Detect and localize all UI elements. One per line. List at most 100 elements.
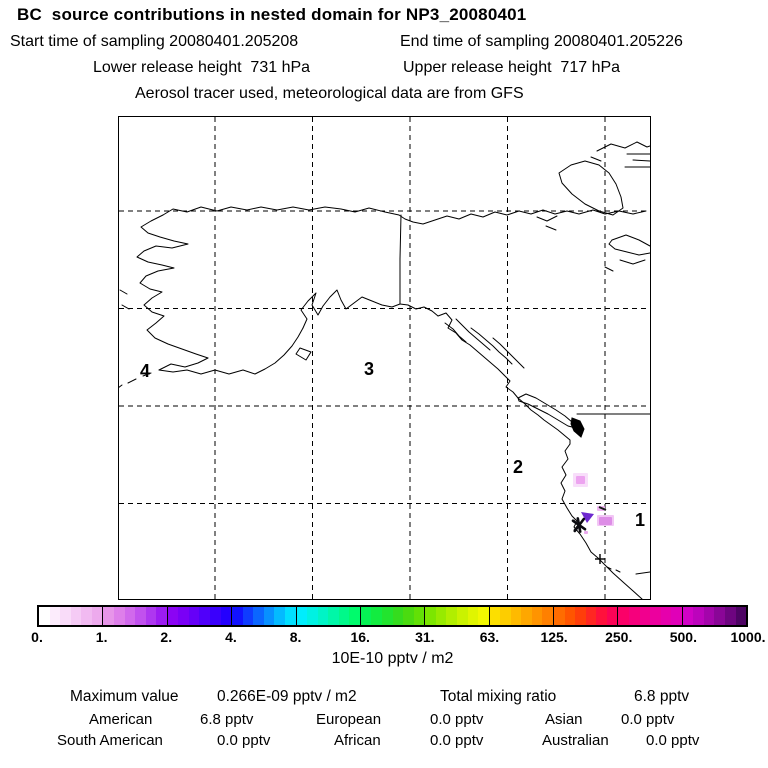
colorbar-cell — [242, 607, 254, 625]
stat-label: American — [89, 711, 153, 728]
coastline-path — [558, 160, 624, 216]
colorbar-cell — [220, 607, 232, 625]
coastline-path — [615, 569, 621, 573]
colorbar-cell — [413, 607, 425, 625]
coastline-path — [158, 357, 209, 371]
colorbar-cell — [145, 607, 157, 625]
colorbar-cell — [392, 607, 404, 625]
coastline-path — [142, 372, 152, 377]
tracer-note-text: Aerosol tracer used, meteorological data… — [135, 85, 524, 102]
coastline-path — [596, 141, 650, 152]
colorbar-cell — [500, 607, 511, 625]
colorbar-cell — [531, 607, 543, 625]
colorbar-cell — [49, 607, 61, 625]
colorbar-cell — [210, 607, 221, 625]
lower-release-text: Lower release height 731 hPa — [93, 59, 311, 76]
colorbar-tick-label: 31. — [415, 629, 435, 645]
coastline-path — [492, 337, 525, 369]
colorbar-cell — [424, 607, 436, 625]
coastline-path — [632, 159, 650, 162]
coastline-path — [536, 215, 558, 222]
colorbar-cell — [681, 607, 694, 625]
coastline-path — [619, 259, 646, 265]
colorbar-unit-label: 10E-10 pptv / m2 — [331, 650, 454, 667]
coastline-path — [606, 566, 612, 570]
colorbar-cell — [349, 607, 360, 625]
coastline-path — [503, 374, 519, 399]
coastline-path — [604, 266, 614, 272]
colorbar-tick-label: 1. — [95, 629, 108, 645]
colorbar-cell — [456, 607, 468, 625]
colorbar-tick-label: 0. — [31, 629, 43, 645]
colorbar-cell — [639, 607, 651, 625]
plume-spot-triangle — [581, 512, 594, 523]
stat-label: Total mixing ratio — [440, 688, 557, 705]
stat-value: 6.8 pptv — [634, 688, 690, 705]
stat-value: 0.0 pptv — [646, 732, 700, 749]
colorbar-tick-row: 0. 1. 2. 4. 8. 16. 31. 63. 125. 250. 500. 1000. — [0, 629, 768, 647]
dense-coast-shape — [570, 417, 585, 438]
map-canvas: 1 2 3 4 — [119, 117, 650, 599]
colorbar-cell — [359, 607, 372, 625]
stat-value: 0.0 pptv — [430, 711, 484, 728]
colorbar-cell — [231, 607, 243, 625]
colorbar-cell — [585, 607, 597, 625]
coastline-path — [608, 239, 650, 256]
stat-label: Asian — [545, 711, 583, 728]
coastline-path — [444, 322, 467, 343]
coastline-path — [407, 304, 439, 317]
stat-label: African — [334, 732, 381, 749]
colorbar-cell — [113, 607, 125, 625]
colorbar-cell — [693, 607, 704, 625]
colorbar-cell — [596, 607, 607, 625]
stat-value: 0.266E-09 pptv / m2 — [217, 688, 357, 705]
coastline-path — [437, 312, 505, 376]
colorbar-cell — [606, 607, 618, 625]
colorbar-cell — [478, 607, 489, 625]
colorbar-cell — [199, 607, 210, 625]
colorbar-cell — [253, 607, 264, 625]
colorbar-cell — [488, 607, 501, 625]
colorbar-tick-label: 125. — [540, 629, 568, 645]
colorbar-cell — [295, 607, 308, 625]
colorbar-cell — [660, 607, 672, 625]
coastline-path — [517, 393, 577, 429]
colorbar-cell — [446, 607, 457, 625]
coastline-path — [295, 347, 312, 361]
coastline-path — [300, 289, 401, 329]
colorbar-cell — [70, 607, 82, 625]
colorbar-cell — [338, 607, 350, 625]
stat-label: European — [316, 711, 382, 728]
colorbar-tick-label: 8. — [289, 629, 302, 645]
colorbar-cell — [650, 607, 661, 625]
region-label: 3 — [364, 359, 374, 379]
colorbar-tick-label: 4. — [225, 629, 237, 645]
colorbar-cell — [725, 607, 736, 625]
colorbar-cell — [435, 607, 447, 625]
plume-spot — [599, 517, 612, 525]
colorbar-cell — [274, 607, 285, 625]
coastline-path — [398, 209, 647, 225]
stat-label: South American — [57, 732, 163, 749]
colorbar-cell — [553, 607, 565, 625]
colorbar-cell — [263, 607, 275, 625]
max-value-marker — [576, 517, 582, 533]
colorbar-cell — [628, 607, 640, 625]
map-panel: 1 2 3 4 — [118, 116, 651, 600]
colorbar-cell — [307, 607, 318, 625]
coastline-path — [517, 397, 571, 445]
colorbar-cell — [188, 607, 200, 625]
colorbar-cell — [317, 607, 329, 625]
plume-spot — [576, 476, 585, 484]
colorbar-cell — [166, 607, 179, 625]
plume-spot — [584, 531, 588, 534]
colorbar-cell — [542, 607, 553, 625]
stat-value: 0.0 pptv — [430, 732, 484, 749]
coastline-path — [611, 234, 650, 247]
colorbar-tick-label: 1000. — [730, 629, 766, 645]
region-label: 4 — [140, 361, 150, 381]
colorbar-cell — [91, 607, 103, 625]
colorbar-cell — [403, 607, 414, 625]
colorbar-cell — [39, 607, 50, 625]
colorbar-tick-label: 16. — [350, 629, 370, 645]
